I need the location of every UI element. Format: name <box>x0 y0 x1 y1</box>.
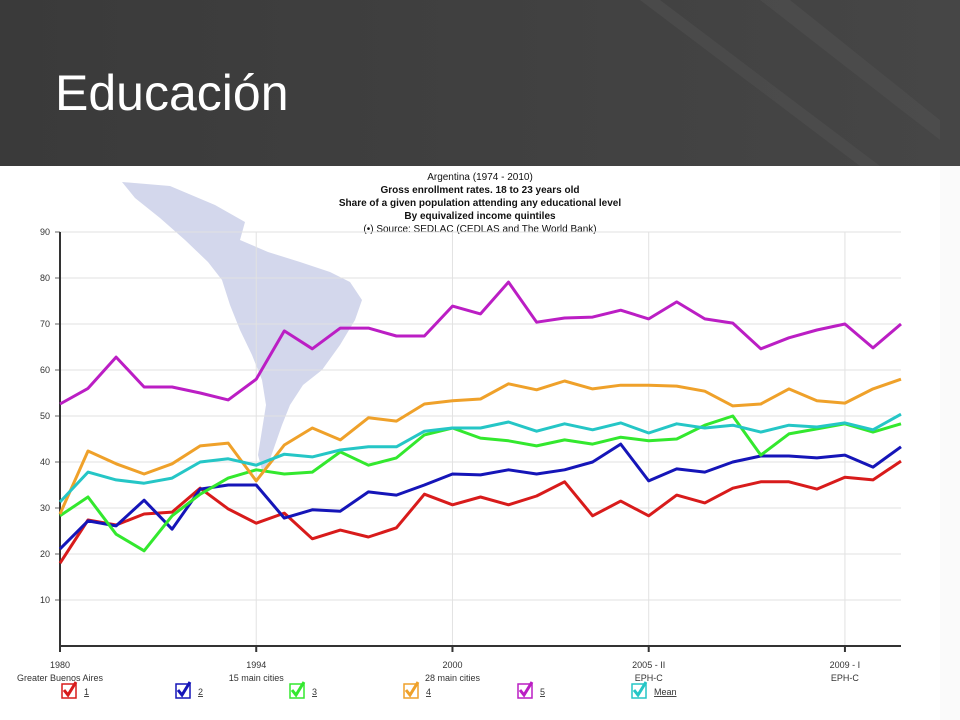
x-tick-note: 15 main cities <box>229 673 285 683</box>
legend-label: 3 <box>312 687 317 697</box>
y-tick-label: 60 <box>40 365 50 375</box>
right-margin <box>940 166 960 720</box>
x-tick-note: EPH-C <box>831 673 860 683</box>
legend-check <box>404 681 420 698</box>
legend-item: 4 <box>403 681 431 699</box>
chart-title: Argentina (1974 - 2010) <box>427 172 533 183</box>
legend-check <box>62 681 78 698</box>
series-line <box>58 412 902 504</box>
header-decoration <box>640 0 940 166</box>
legend-label: 2 <box>198 687 203 697</box>
chart-source: (•) Source: SEDLAC (CEDLAS and The World… <box>363 224 596 235</box>
x-tick-label: 1994 <box>246 660 266 670</box>
y-tick-label: 10 <box>40 595 50 605</box>
chart-subtitle: Share of a given population attending an… <box>339 198 621 209</box>
chart-subtitle: Gross enrollment rates. 18 to 23 years o… <box>381 185 580 196</box>
x-tick-label: 2000 <box>442 660 462 670</box>
series-line <box>59 280 902 406</box>
legend-check <box>632 681 648 698</box>
y-tick-label: 30 <box>40 503 50 513</box>
y-tick-label: 80 <box>40 273 50 283</box>
slide-title: Educación <box>55 65 289 121</box>
y-tick-label: 90 <box>40 227 50 237</box>
legend-label: 4 <box>426 687 431 697</box>
y-tick-label: 70 <box>40 319 50 329</box>
legend-check <box>290 681 306 698</box>
series-line <box>58 377 902 515</box>
map-background <box>122 182 362 470</box>
legend-check <box>518 681 534 698</box>
legend-label: 1 <box>84 687 89 697</box>
legend-item: 1 <box>61 681 89 699</box>
x-tick-note: Greater Buenos Aires <box>17 673 104 683</box>
x-tick-label: 2009 - I <box>830 660 861 670</box>
x-tick-label: 1980 <box>50 660 70 670</box>
legend-label: 5 <box>540 687 545 697</box>
series-line <box>58 459 902 565</box>
x-tick-note: 28 main cities <box>425 673 481 683</box>
legend-item: 2 <box>175 681 203 699</box>
y-tick-label: 50 <box>40 411 50 421</box>
series-line <box>59 414 902 553</box>
x-tick-note: EPH-C <box>635 673 664 683</box>
y-tick-label: 20 <box>40 549 50 559</box>
legend-label: Mean <box>654 687 677 697</box>
legend-item: 5 <box>517 681 545 699</box>
chart-subtitle: By equivalized income quintiles <box>404 211 556 222</box>
y-tick-label: 40 <box>40 457 50 467</box>
legend-check <box>176 681 192 698</box>
legend-item: 3 <box>289 681 317 699</box>
legend-item: Mean <box>631 681 677 699</box>
x-tick-label: 2005 - II <box>632 660 665 670</box>
